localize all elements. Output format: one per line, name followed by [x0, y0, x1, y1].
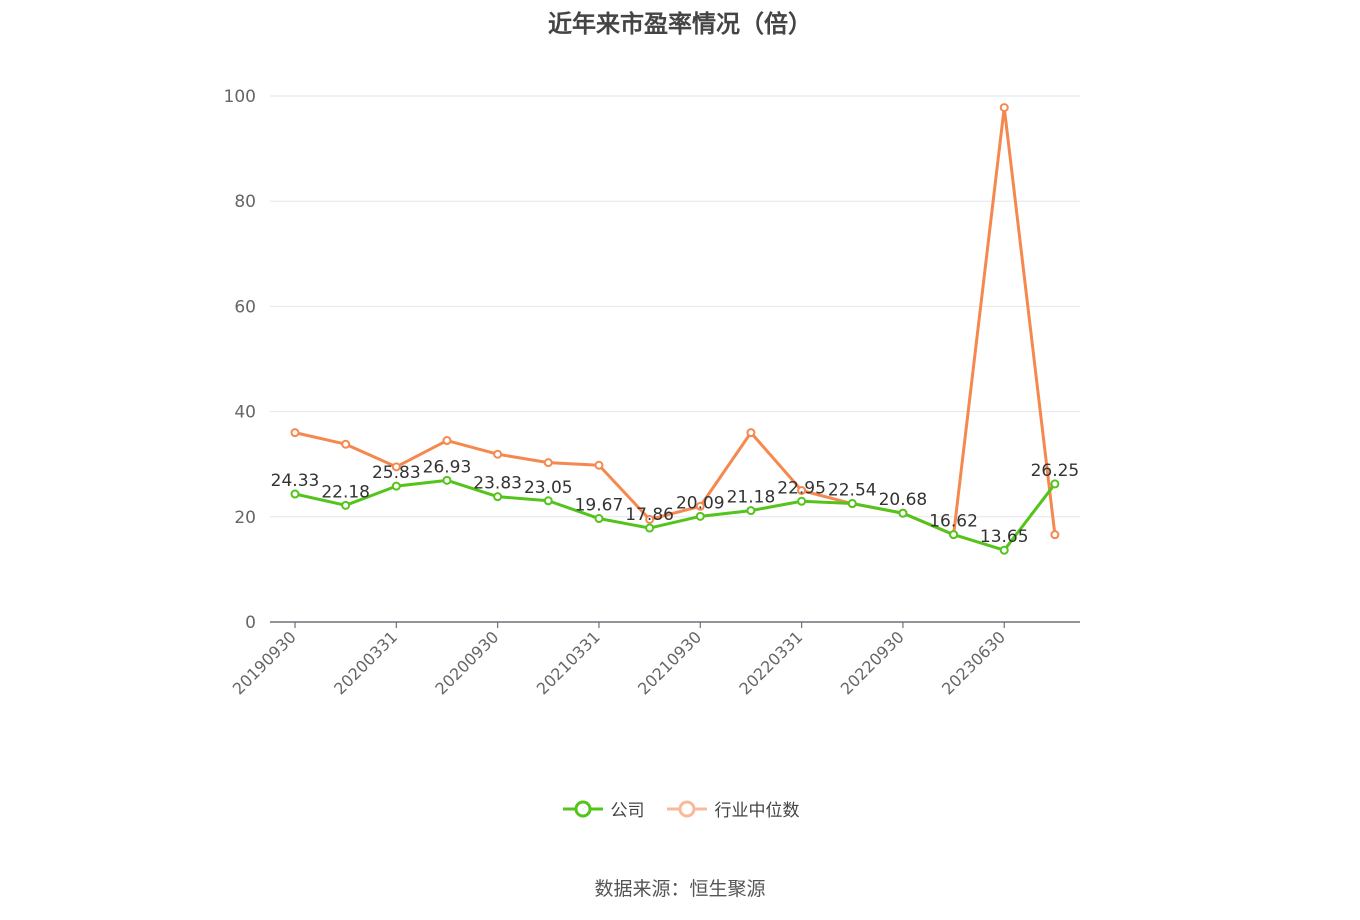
x-tick-label-20220930: 20220930 [837, 627, 908, 698]
series-1-point-20210930 [695, 501, 705, 511]
y-tick-label-80: 80 [234, 192, 256, 212]
axes: 0 20 40 60 80 100 20190930 20200331 20200930 2021… [224, 87, 1080, 698]
series-0-point-20220930 [898, 508, 908, 518]
legend: 公司 行业中位数 [0, 796, 1360, 821]
y-tick-label-20: 20 [234, 508, 256, 528]
series-0-point-20220630 [847, 498, 857, 508]
series-0-point-20200630 [442, 475, 452, 485]
series-line-0 [294, 478, 1057, 552]
series-0-point-20230930 [1050, 479, 1060, 489]
data-label-20211231: 21.18 [727, 488, 776, 508]
series-1-point-20200331 [391, 462, 401, 472]
data-label-20220930: 20.68 [879, 490, 928, 510]
x-tick-label-20210331: 20210331 [533, 627, 604, 698]
series-0-point-20201231 [543, 496, 553, 506]
data-label-20230630: 13.65 [980, 527, 1029, 547]
series-1-point-20211231 [746, 428, 756, 438]
y-tick-label-60: 60 [234, 297, 256, 317]
series-0-point-20200331 [391, 481, 401, 491]
x-tick-label-20210930: 20210930 [634, 627, 705, 698]
data-label-20220331: 22.95 [777, 478, 826, 498]
grid-lines [270, 95, 1080, 518]
data-label-20200930: 23.83 [473, 474, 522, 494]
legend-item-company[interactable]: 公司 [561, 796, 645, 821]
data-label-20210630: 17.86 [625, 505, 674, 525]
series-0-point-20190930 [290, 489, 300, 499]
y-tick-label-0: 0 [245, 613, 256, 633]
data-label-20230930: 26.25 [1031, 461, 1080, 481]
x-tick-label-20220331: 20220331 [735, 627, 806, 698]
data-label-20210930: 20.09 [676, 493, 725, 513]
data-label-20201231: 23.05 [524, 478, 573, 498]
data-label-20191231: 22.18 [321, 482, 370, 502]
chart-title: 近年来市盈率情况（倍） [548, 10, 812, 38]
data-label-20190930: 24.33 [271, 471, 320, 491]
series-0-point-20210630 [645, 523, 655, 533]
series-1-point-20210331 [594, 460, 604, 470]
series-1-point-20230630 [999, 103, 1009, 113]
series-1-point-20220331 [797, 486, 807, 495]
series-0-point-20221231 [949, 530, 959, 540]
series-0-point-20200930 [493, 492, 503, 502]
legend-industry-swatch-icon [666, 800, 707, 817]
data-label-20200331: 25.83 [372, 463, 421, 483]
data-label-20220630: 22.54 [828, 480, 877, 500]
series-1-point-20190930 [290, 428, 300, 438]
series-1-point-20200930 [493, 449, 503, 459]
series-0-point-20210930 [695, 511, 705, 521]
legend-company-swatch-icon [562, 800, 603, 817]
x-tick-label-20200331: 20200331 [330, 627, 401, 698]
series-0-point-20230630 [999, 545, 1009, 555]
series-1-point-20201231 [543, 458, 553, 468]
data-label-20221231: 16.62 [929, 512, 978, 532]
series-0-point-20220331 [797, 496, 807, 506]
series-1-point-20200630 [442, 436, 452, 446]
y-tick-label-100: 100 [224, 87, 256, 107]
series-1-point-20191231 [341, 439, 351, 449]
y-tick-label-40: 40 [234, 403, 256, 423]
x-tick-label-20190930: 20190930 [229, 627, 300, 698]
series-1-point-20210630 [645, 514, 655, 524]
data-source: 数据来源：恒生聚源 [594, 878, 766, 900]
x-tick-label-20230630: 20230630 [938, 627, 1009, 698]
series-1-point-20230930 [1050, 530, 1060, 540]
data-label-20210331: 19.67 [575, 496, 624, 516]
data-label-20200630: 26.93 [423, 457, 472, 477]
series-0-point-20211231 [746, 506, 756, 516]
series-0-point-20191231 [341, 500, 351, 510]
series-0-point-20210331 [594, 514, 604, 524]
legend-company-label: 公司 [610, 801, 645, 821]
series-lines [290, 103, 1060, 555]
legend-industry-label: 行业中位数 [714, 801, 800, 821]
legend-item-industry-median[interactable]: 行业中位数 [665, 796, 800, 821]
x-tick-label-20200930: 20200930 [431, 627, 502, 698]
